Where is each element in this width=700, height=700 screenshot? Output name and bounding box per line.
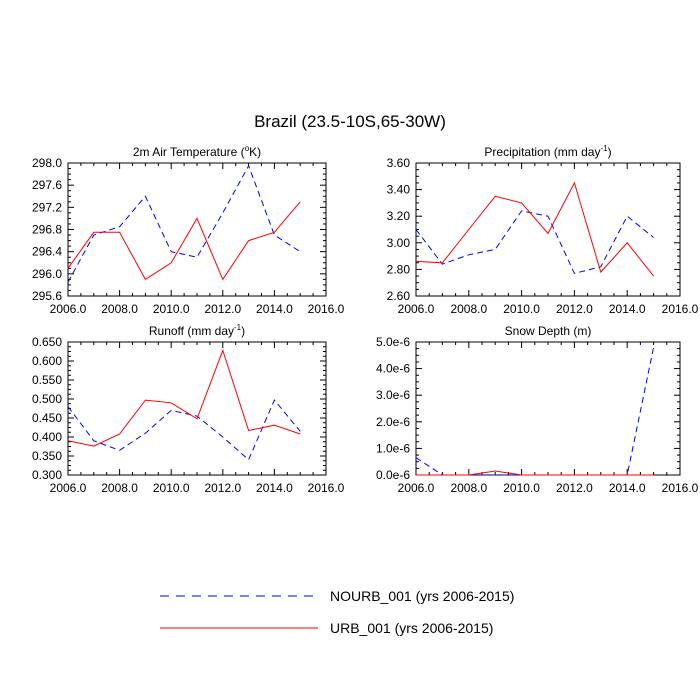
y-tick-label: 295.6 — [32, 289, 62, 303]
panel-title-superscript: -1 — [234, 323, 242, 332]
y-tick-label: 296.4 — [32, 245, 62, 259]
panel-2: Precipitation (mm day-1) 2006.0 2008.0 2010… — [387, 144, 699, 316]
series-urb-line — [415, 181, 654, 277]
y-tick-label: 3.40 — [387, 183, 411, 197]
panel-4: Snow Depth (m) 2006.0 2008.0 2010.0 2012.0 20… — [376, 324, 699, 495]
legend-nourb-label: NOURB_001 (yrs 2006-2015) — [330, 588, 514, 604]
figure-title: Brazil (23.5-10S,65-30W) — [254, 112, 446, 131]
series-nourb-line — [67, 399, 301, 461]
y-tick-label: 0.550 — [32, 373, 62, 387]
y-tick-label: 2.60 — [387, 289, 411, 303]
panel-title-suffix: K) — [249, 145, 261, 159]
y-tick-label: 0.500 — [32, 392, 62, 406]
y-tick-label: 0.600 — [32, 354, 62, 368]
panel-title-suffix: ) — [608, 145, 612, 159]
x-tick-label: 2016.0 — [662, 302, 699, 316]
y-tick-label: 3.60 — [387, 156, 411, 170]
x-tick-label: 2012.0 — [556, 481, 593, 495]
x-tick-label: 2014.0 — [256, 481, 293, 495]
x-tick-label: 2016.0 — [308, 481, 345, 495]
x-tick-label: 2010.0 — [153, 302, 190, 316]
panel-title-suffix: ) — [241, 324, 245, 338]
panel-title-superscript: -1 — [600, 144, 608, 153]
panel-title: Precipitation (mm day-1) — [484, 144, 611, 159]
y-tick-label: 296.0 — [32, 267, 62, 281]
y-tick-label: 2.80 — [387, 262, 411, 276]
panels: 2m Air Temperature (oK) 2006.0 2008.0 2010.… — [32, 144, 699, 495]
x-tick-label: 2006.0 — [50, 481, 87, 495]
panel-title: Runoff (mm day-1) — [149, 323, 245, 338]
panel-title: Snow Depth (m) — [505, 324, 592, 338]
x-tick-label: 2012.0 — [556, 302, 593, 316]
x-tick-label: 2010.0 — [153, 481, 190, 495]
y-tick-label: 1.0e-6 — [376, 441, 410, 455]
y-tick-label: 0.0e-6 — [376, 468, 410, 482]
x-tick-label: 2008.0 — [450, 302, 487, 316]
x-tick-label: 2016.0 — [662, 481, 699, 495]
y-tick-label: 0.650 — [32, 335, 62, 349]
series-urb-line — [416, 470, 654, 476]
y-tick-label: 297.2 — [32, 200, 62, 214]
panel-title-text: Precipitation (mm day — [484, 145, 600, 159]
x-tick-label: 2006.0 — [398, 481, 435, 495]
legend: NOURB_001 (yrs 2006-2015) URB_001 (yrs 2… — [160, 588, 514, 636]
x-tick-label: 2014.0 — [609, 481, 646, 495]
x-tick-label: 2008.0 — [450, 481, 487, 495]
y-tick-label: 3.0e-6 — [376, 388, 410, 402]
y-tick-label: 2.0e-6 — [376, 415, 410, 429]
series-nourb-line — [415, 210, 654, 274]
y-tick-label: 3.20 — [387, 209, 411, 223]
panel-title-superscript: o — [245, 144, 250, 153]
x-tick-label: 2014.0 — [256, 302, 293, 316]
y-tick-label: 297.6 — [32, 178, 62, 192]
y-tick-label: 298.0 — [32, 156, 62, 170]
panel-title-text: Snow Depth (m) — [505, 324, 592, 338]
x-tick-label: 2006.0 — [398, 302, 435, 316]
series-urb-line — [67, 201, 301, 281]
x-tick-label: 2010.0 — [503, 302, 540, 316]
y-tick-label: 0.350 — [32, 449, 62, 463]
panel-title-text: 2m Air Temperature ( — [133, 145, 245, 159]
x-tick-label: 2008.0 — [101, 481, 138, 495]
series-urb-line — [67, 348, 301, 447]
x-tick-label: 2008.0 — [101, 302, 138, 316]
x-tick-label: 2014.0 — [609, 302, 646, 316]
panel-1: 2m Air Temperature (oK) 2006.0 2008.0 2010.… — [32, 144, 345, 316]
panel-title: 2m Air Temperature (oK) — [133, 144, 261, 159]
x-tick-label: 2012.0 — [204, 302, 241, 316]
y-tick-label: 3.00 — [387, 236, 411, 250]
panel-3: Runoff (mm day-1) 2006.0 2008.0 2010.0 2012.… — [32, 323, 345, 495]
x-tick-label: 2012.0 — [204, 481, 241, 495]
y-tick-label: 0.450 — [32, 411, 62, 425]
series-nourb-line — [67, 164, 301, 283]
panel-title-text: Runoff (mm day — [149, 324, 234, 338]
x-tick-label: 2010.0 — [503, 481, 540, 495]
y-tick-label: 0.300 — [32, 468, 62, 482]
legend-urb-label: URB_001 (yrs 2006-2015) — [330, 620, 493, 636]
y-tick-label: 4.0e-6 — [376, 362, 410, 376]
x-tick-label: 2006.0 — [50, 302, 87, 316]
y-tick-label: 296.8 — [32, 223, 62, 237]
x-tick-label: 2016.0 — [308, 302, 345, 316]
y-tick-label: 0.400 — [32, 430, 62, 444]
y-tick-label: 5.0e-6 — [376, 335, 410, 349]
